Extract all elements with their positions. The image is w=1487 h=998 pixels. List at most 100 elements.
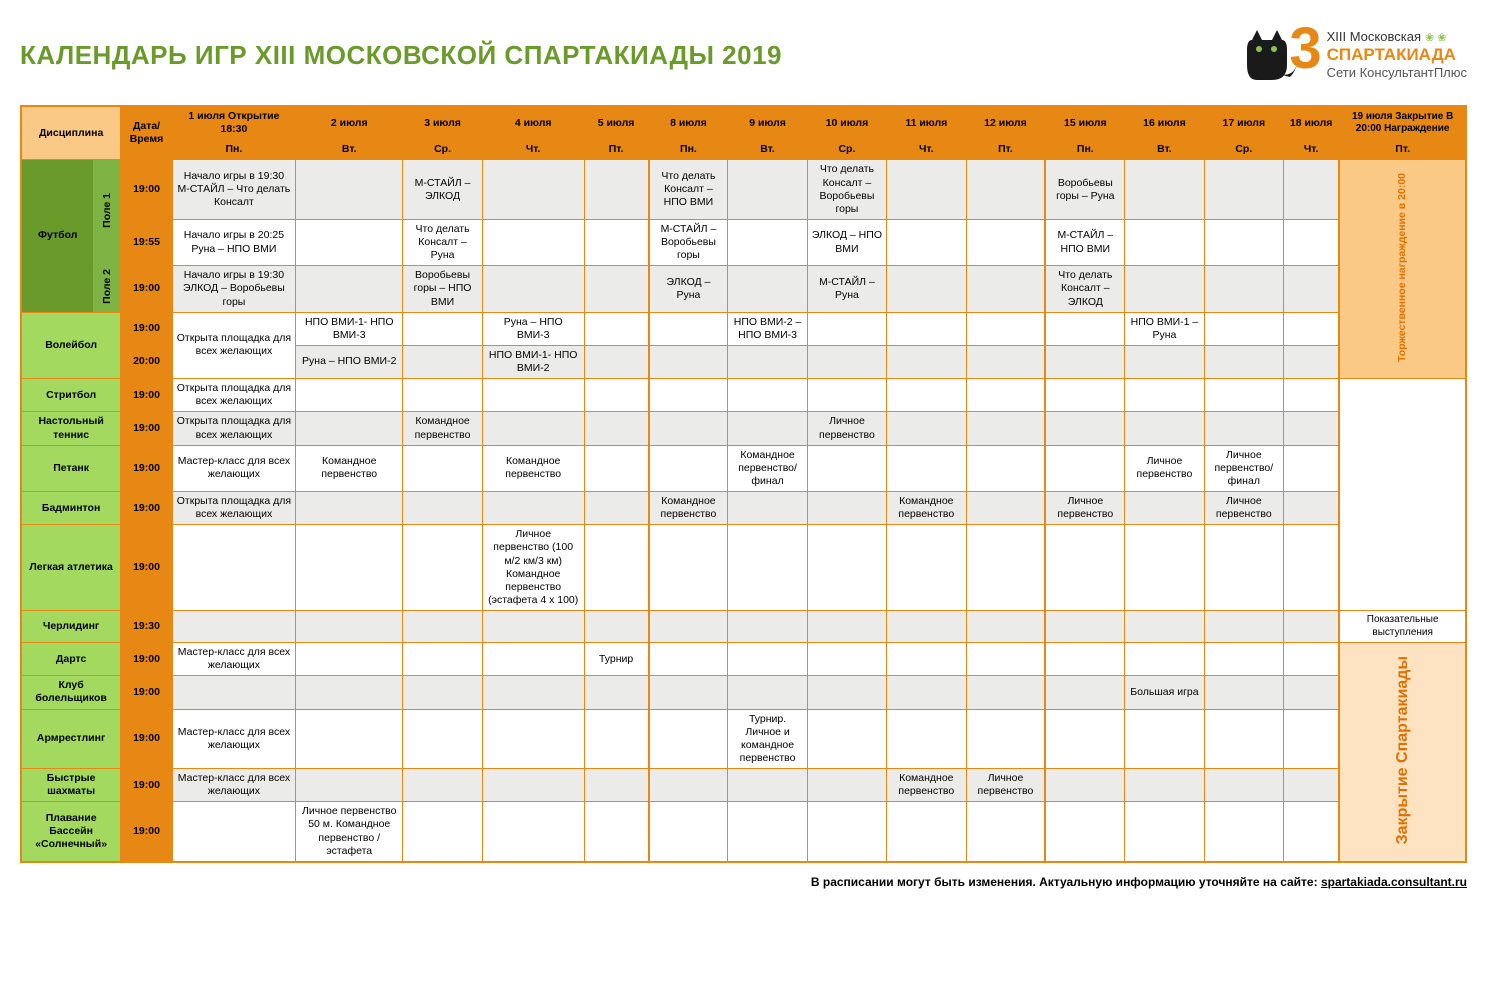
- cell: [1204, 379, 1283, 412]
- cell: [887, 345, 966, 378]
- date-7: 10 июля: [807, 106, 886, 140]
- cell: [296, 379, 403, 412]
- cell: Командное первенство: [296, 445, 403, 491]
- discipline-name: Дартс: [21, 643, 121, 676]
- day-10: Пн.: [1045, 140, 1124, 160]
- cell: [1045, 525, 1124, 611]
- cell: [172, 802, 295, 862]
- cell: Мастер-класс для всех желающих: [172, 769, 295, 802]
- cell: Воробьевы горы – НПО ВМИ: [403, 266, 482, 312]
- cell: [482, 266, 584, 312]
- cell: НПО ВМИ-1- НПО ВМИ-3: [296, 312, 403, 345]
- cell: [887, 266, 966, 312]
- cell: [296, 266, 403, 312]
- cell: [296, 525, 403, 611]
- cell: [172, 525, 295, 611]
- cell: Что делать Консалт – НПО ВМИ: [649, 160, 728, 220]
- ch-time: 19:30: [121, 611, 172, 643]
- cell: [1045, 611, 1124, 643]
- cell: [887, 445, 966, 491]
- cell: М-СТАЙЛ – ЭЛКОД: [403, 160, 482, 220]
- volleyball-row-1: Волейбол 19:00 Открыта площадка для всех…: [21, 312, 1466, 345]
- cell: [966, 312, 1045, 345]
- cell: [807, 709, 886, 769]
- cell: [1284, 445, 1340, 491]
- cell: [649, 676, 728, 709]
- day-9: Пт.: [966, 140, 1045, 160]
- cell: [1125, 492, 1204, 525]
- volleyball-name: Волейбол: [21, 312, 121, 379]
- cell: [728, 412, 807, 445]
- cell: [887, 160, 966, 220]
- cell: [482, 379, 584, 412]
- cell: [649, 709, 728, 769]
- day-11: Вт.: [1125, 140, 1204, 160]
- cell: [584, 802, 648, 862]
- closing-cell: Закрытие Спартакиады: [1339, 643, 1466, 862]
- date-0: 1 июля Открытие 18:30: [172, 106, 295, 140]
- cell: [887, 412, 966, 445]
- cell: [887, 643, 966, 676]
- cell: [296, 412, 403, 445]
- cell: [807, 312, 886, 345]
- cell: Открыта площадка для всех желающих: [172, 492, 295, 525]
- field1: Поле 1: [94, 160, 121, 266]
- cell: Командное первенство: [887, 769, 966, 802]
- cell: [966, 676, 1045, 709]
- cell: [728, 611, 807, 643]
- cell: [728, 525, 807, 611]
- cell: [584, 312, 648, 345]
- header-row-days: Пн. Вт. Ср. Чт. Пт. Пн. Вт. Ср. Чт. Пт. …: [21, 140, 1466, 160]
- footer-link[interactable]: spartakiada.consultant.ru: [1321, 875, 1467, 889]
- cell: [649, 345, 728, 378]
- cell: [807, 802, 886, 862]
- cell: [966, 160, 1045, 220]
- date-5: 8 июля: [649, 106, 728, 140]
- cell: [1125, 525, 1204, 611]
- cell: [887, 312, 966, 345]
- fb-time-3: 19:00: [121, 266, 172, 312]
- time-cell: 19:00: [121, 769, 172, 802]
- cell: [728, 379, 807, 412]
- cell: [807, 445, 886, 491]
- cell: [403, 802, 482, 862]
- cell: [296, 492, 403, 525]
- cell: [296, 611, 403, 643]
- cell: [966, 345, 1045, 378]
- cell: Воробьевы горы – Руна: [1045, 160, 1124, 220]
- cell: [1125, 219, 1204, 265]
- cell: [966, 219, 1045, 265]
- cell: [1284, 525, 1340, 611]
- cell: [1045, 345, 1124, 378]
- discipline-name: Настольный теннис: [21, 412, 121, 445]
- time-cell: 19:00: [121, 492, 172, 525]
- cell: [649, 769, 728, 802]
- schedule-row: Армрестлинг19:00Мастер-класс для всех же…: [21, 709, 1466, 769]
- cell: Открыта площадка для всех желающих: [172, 379, 295, 412]
- cell: [1204, 525, 1283, 611]
- schedule-row: Стритбол19:00Открыта площадка для всех ж…: [21, 379, 1466, 412]
- time-cell: 19:00: [121, 412, 172, 445]
- cell: Что делать Консалт – Воробьевы горы: [807, 160, 886, 220]
- datetime-header: Дата/ Время: [121, 106, 172, 160]
- cell: [649, 412, 728, 445]
- time-cell: 19:00: [121, 676, 172, 709]
- cell: [728, 219, 807, 265]
- cell: [584, 769, 648, 802]
- cell: [887, 802, 966, 862]
- cell: Мастер-класс для всех желающих: [172, 709, 295, 769]
- cell: [584, 379, 648, 412]
- day-13: Чт.: [1284, 140, 1340, 160]
- cell: [1284, 802, 1340, 862]
- date-8: 11 июля: [887, 106, 966, 140]
- schedule-row: Настольный теннис19:00Открыта площадка д…: [21, 412, 1466, 445]
- cheerleading-row: Черлидинг 19:30 Показательные выступлени…: [21, 611, 1466, 643]
- cell: Руна – НПО ВМИ-2: [296, 345, 403, 378]
- footer: В расписании могут быть изменения. Актуа…: [20, 875, 1467, 889]
- cell: [966, 709, 1045, 769]
- discipline-name: Плавание Бассейн «Солнечный»: [21, 802, 121, 862]
- cell: [887, 219, 966, 265]
- cell: [728, 345, 807, 378]
- cell: [296, 709, 403, 769]
- cell: [1204, 412, 1283, 445]
